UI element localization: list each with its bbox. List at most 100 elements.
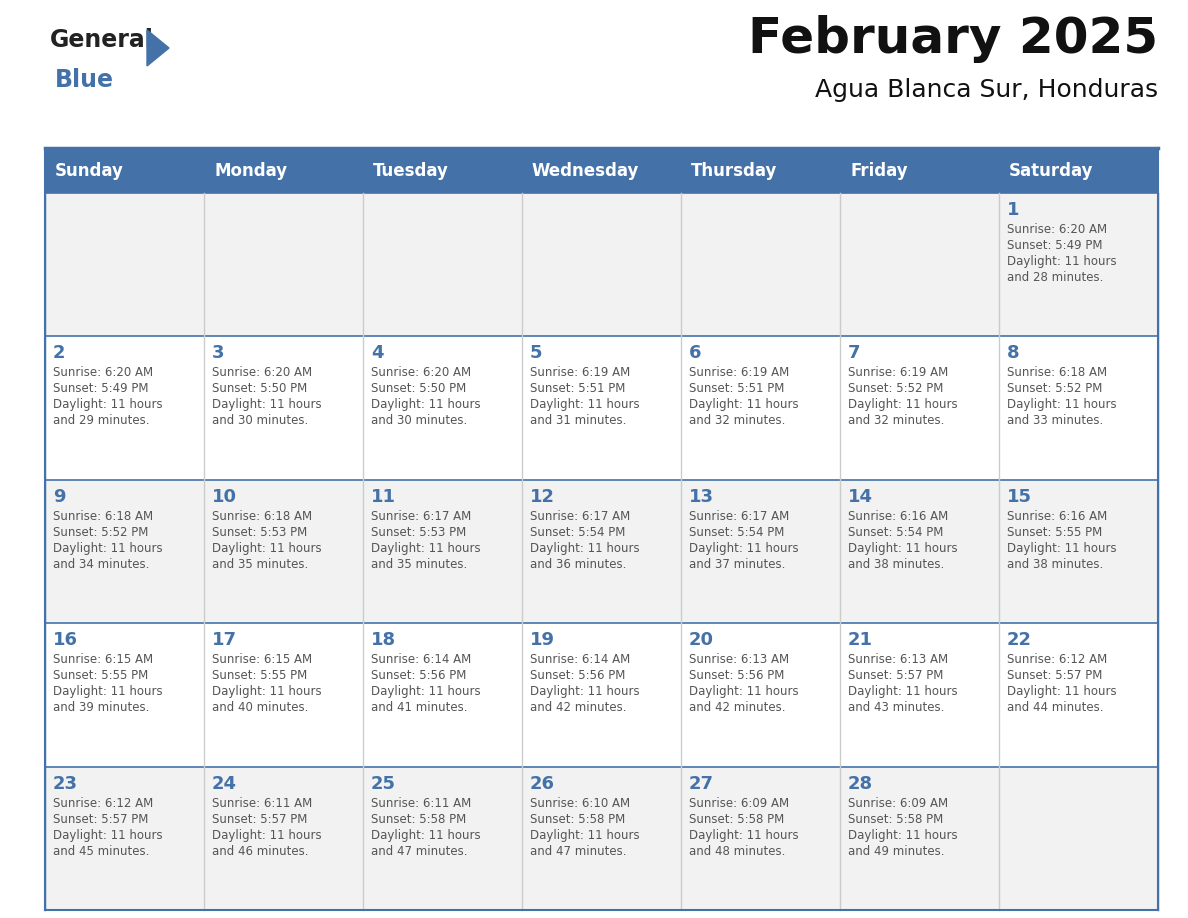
Text: Sunrise: 6:09 AM: Sunrise: 6:09 AM [689, 797, 789, 810]
Text: 10: 10 [211, 487, 236, 506]
Text: Daylight: 11 hours: Daylight: 11 hours [211, 829, 322, 842]
Text: Sunset: 5:56 PM: Sunset: 5:56 PM [371, 669, 467, 682]
Text: Daylight: 11 hours: Daylight: 11 hours [530, 829, 639, 842]
Bar [364, 623, 522, 767]
Text: General: General [50, 28, 154, 52]
Bar [522, 767, 681, 910]
Bar [45, 767, 204, 910]
Text: Sunset: 5:57 PM: Sunset: 5:57 PM [211, 812, 308, 825]
Text: and 32 minutes.: and 32 minutes. [689, 414, 785, 428]
Text: and 43 minutes.: and 43 minutes. [848, 701, 944, 714]
Text: Sunset: 5:52 PM: Sunset: 5:52 PM [848, 383, 943, 396]
Text: Sunrise: 6:14 AM: Sunrise: 6:14 AM [371, 654, 472, 666]
Text: 21: 21 [848, 632, 873, 649]
Text: 4: 4 [371, 344, 384, 363]
Text: Sunset: 5:53 PM: Sunset: 5:53 PM [211, 526, 308, 539]
Text: and 29 minutes.: and 29 minutes. [53, 414, 150, 428]
Text: Daylight: 11 hours: Daylight: 11 hours [53, 829, 163, 842]
Text: Sunset: 5:54 PM: Sunset: 5:54 PM [689, 526, 784, 539]
Bar [45, 336, 204, 480]
Bar [840, 148, 999, 193]
Bar [45, 193, 204, 336]
Text: Sunset: 5:52 PM: Sunset: 5:52 PM [53, 526, 148, 539]
Text: and 46 minutes.: and 46 minutes. [211, 845, 309, 857]
Text: 16: 16 [53, 632, 78, 649]
Text: Sunrise: 6:18 AM: Sunrise: 6:18 AM [211, 509, 312, 522]
Polygon shape [147, 30, 169, 66]
Text: 2: 2 [53, 344, 65, 363]
Text: 23: 23 [53, 775, 78, 792]
Text: Thursday: Thursday [691, 162, 777, 180]
Text: Sunrise: 6:13 AM: Sunrise: 6:13 AM [689, 654, 789, 666]
Text: Daylight: 11 hours: Daylight: 11 hours [371, 829, 481, 842]
Text: and 38 minutes.: and 38 minutes. [848, 558, 944, 571]
Text: Daylight: 11 hours: Daylight: 11 hours [689, 829, 798, 842]
Text: 7: 7 [848, 344, 860, 363]
Text: 25: 25 [371, 775, 396, 792]
Text: and 42 minutes.: and 42 minutes. [530, 701, 626, 714]
Text: Sunset: 5:56 PM: Sunset: 5:56 PM [530, 669, 625, 682]
Text: Agua Blanca Sur, Honduras: Agua Blanca Sur, Honduras [815, 78, 1158, 102]
Text: Sunset: 5:58 PM: Sunset: 5:58 PM [848, 812, 943, 825]
Text: 26: 26 [530, 775, 555, 792]
Bar [204, 148, 364, 193]
Bar [45, 148, 204, 193]
Text: Daylight: 11 hours: Daylight: 11 hours [848, 542, 958, 554]
Bar [681, 767, 840, 910]
Bar [522, 623, 681, 767]
Bar [999, 480, 1158, 623]
Bar [999, 148, 1158, 193]
Text: Monday: Monday [214, 162, 287, 180]
Text: Sunset: 5:55 PM: Sunset: 5:55 PM [53, 669, 148, 682]
Text: and 45 minutes.: and 45 minutes. [53, 845, 150, 857]
Text: Daylight: 11 hours: Daylight: 11 hours [530, 685, 639, 699]
Text: February 2025: February 2025 [748, 15, 1158, 63]
Bar [204, 480, 364, 623]
Text: Daylight: 11 hours: Daylight: 11 hours [53, 398, 163, 411]
Text: Sunrise: 6:20 AM: Sunrise: 6:20 AM [371, 366, 472, 379]
Text: 8: 8 [1007, 344, 1019, 363]
Bar [204, 193, 364, 336]
Text: and 30 minutes.: and 30 minutes. [211, 414, 308, 428]
Text: Sunrise: 6:16 AM: Sunrise: 6:16 AM [1007, 509, 1107, 522]
Text: 6: 6 [689, 344, 701, 363]
Bar [364, 148, 522, 193]
Bar [840, 623, 999, 767]
Bar [522, 193, 681, 336]
Text: Sunset: 5:49 PM: Sunset: 5:49 PM [53, 383, 148, 396]
Text: and 42 minutes.: and 42 minutes. [689, 701, 785, 714]
Text: 22: 22 [1007, 632, 1032, 649]
Text: Sunrise: 6:19 AM: Sunrise: 6:19 AM [848, 366, 948, 379]
Text: and 38 minutes.: and 38 minutes. [1007, 558, 1104, 571]
Text: Wednesday: Wednesday [532, 162, 639, 180]
Text: and 40 minutes.: and 40 minutes. [211, 701, 309, 714]
Text: Sunset: 5:55 PM: Sunset: 5:55 PM [1007, 526, 1102, 539]
Text: Sunrise: 6:11 AM: Sunrise: 6:11 AM [371, 797, 472, 810]
Text: 3: 3 [211, 344, 225, 363]
Text: Daylight: 11 hours: Daylight: 11 hours [530, 398, 639, 411]
Bar [364, 336, 522, 480]
Bar [204, 767, 364, 910]
Text: 27: 27 [689, 775, 714, 792]
Text: and 37 minutes.: and 37 minutes. [689, 558, 785, 571]
Text: Sunrise: 6:16 AM: Sunrise: 6:16 AM [848, 509, 948, 522]
Text: Sunset: 5:58 PM: Sunset: 5:58 PM [371, 812, 466, 825]
Text: Daylight: 11 hours: Daylight: 11 hours [371, 398, 481, 411]
Bar [840, 480, 999, 623]
Text: and 47 minutes.: and 47 minutes. [371, 845, 468, 857]
Bar [364, 480, 522, 623]
Text: and 32 minutes.: and 32 minutes. [848, 414, 944, 428]
Text: and 34 minutes.: and 34 minutes. [53, 558, 150, 571]
Bar [522, 480, 681, 623]
Text: Sunrise: 6:12 AM: Sunrise: 6:12 AM [1007, 654, 1107, 666]
Text: Sunrise: 6:20 AM: Sunrise: 6:20 AM [53, 366, 153, 379]
Bar [45, 623, 204, 767]
Bar [204, 336, 364, 480]
Text: Sunset: 5:49 PM: Sunset: 5:49 PM [1007, 239, 1102, 252]
Text: Daylight: 11 hours: Daylight: 11 hours [53, 685, 163, 699]
Text: Sunrise: 6:09 AM: Sunrise: 6:09 AM [848, 797, 948, 810]
Text: 28: 28 [848, 775, 873, 792]
Text: and 30 minutes.: and 30 minutes. [371, 414, 467, 428]
Text: Daylight: 11 hours: Daylight: 11 hours [1007, 685, 1117, 699]
Text: Sunrise: 6:14 AM: Sunrise: 6:14 AM [530, 654, 631, 666]
